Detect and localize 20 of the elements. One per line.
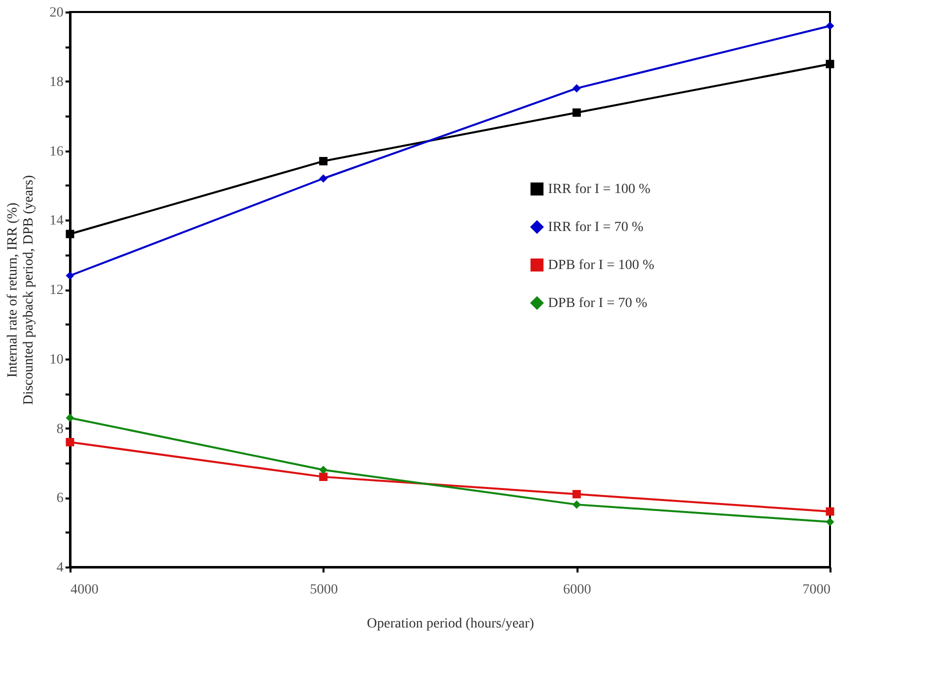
x-tick-label: 7000 — [802, 582, 830, 598]
x-tick-label: 4000 — [70, 582, 98, 598]
y-tick-label: 12 — [50, 283, 64, 298]
x-axis-title: Operation period (hours/year) — [366, 616, 534, 632]
y-tick-label: 10 — [50, 352, 64, 368]
text: Internal rate of return, IRR (%) — [6, 202, 20, 378]
x-tick-label: 6000 — [563, 582, 592, 598]
y-tick-label: 20 — [50, 6, 64, 20]
y-tick-label: 18 — [50, 74, 64, 90]
legend-label: IRR for I = 70 % — [548, 220, 644, 235]
y-tick-label: 16 — [50, 144, 64, 160]
text: Discounted payback period, DPB (years) — [22, 175, 36, 405]
y-tick-label: 14 — [50, 214, 64, 229]
y-tick-label: 4 — [56, 560, 64, 576]
x-tick-label: 5000 — [310, 582, 338, 598]
legend-label: DPB for I = 70 % — [548, 296, 648, 311]
legend-label: IRR for I = 100 % — [548, 182, 651, 197]
y-tick-label: 8 — [56, 422, 64, 437]
y-tick-label: 6 — [56, 491, 64, 506]
legend-label: DPB for I = 100 % — [548, 258, 655, 273]
